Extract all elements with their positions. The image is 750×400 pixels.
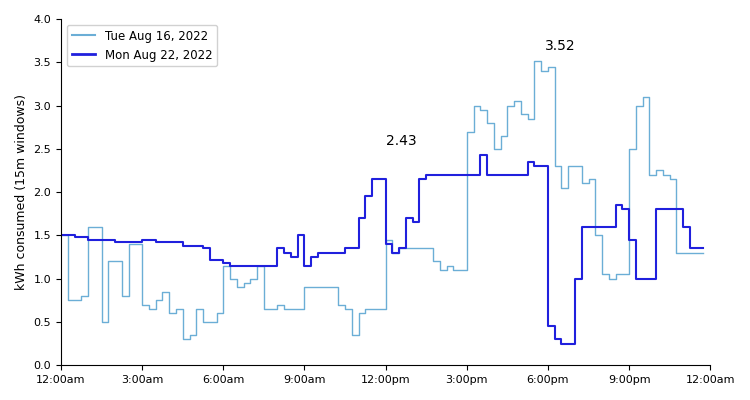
Mon Aug 22, 2022	[401, 216, 410, 220]
Mon Aug 22, 2022	[476, 152, 484, 157]
Tue Aug 16, 2022	[340, 307, 350, 312]
Tue Aug 16, 2022	[658, 172, 668, 177]
Line: Tue Aug 16, 2022: Tue Aug 16, 2022	[61, 60, 704, 339]
Text: 2.43: 2.43	[386, 134, 416, 148]
Tue Aug 16, 2022	[388, 250, 397, 255]
Tue Aug 16, 2022	[178, 337, 188, 342]
Mon Aug 22, 2022	[334, 250, 343, 255]
Tue Aug 16, 2022	[699, 250, 708, 255]
Y-axis label: kWh consumed (15m windows): kWh consumed (15m windows)	[15, 94, 28, 290]
Line: Mon Aug 22, 2022: Mon Aug 22, 2022	[61, 155, 704, 344]
Mon Aug 22, 2022	[381, 242, 390, 246]
Tue Aug 16, 2022	[530, 58, 539, 63]
Mon Aug 22, 2022	[658, 207, 668, 212]
Mon Aug 22, 2022	[239, 263, 248, 268]
Tue Aug 16, 2022	[56, 233, 65, 238]
Mon Aug 22, 2022	[56, 233, 65, 238]
Mon Aug 22, 2022	[557, 341, 566, 346]
Mon Aug 22, 2022	[699, 246, 708, 251]
Tue Aug 16, 2022	[145, 307, 154, 312]
Text: 3.52: 3.52	[544, 39, 575, 53]
Legend: Tue Aug 16, 2022, Mon Aug 22, 2022: Tue Aug 16, 2022, Mon Aug 22, 2022	[67, 25, 217, 66]
Tue Aug 16, 2022	[408, 246, 417, 251]
Tue Aug 16, 2022	[246, 276, 255, 281]
Mon Aug 22, 2022	[145, 237, 154, 242]
